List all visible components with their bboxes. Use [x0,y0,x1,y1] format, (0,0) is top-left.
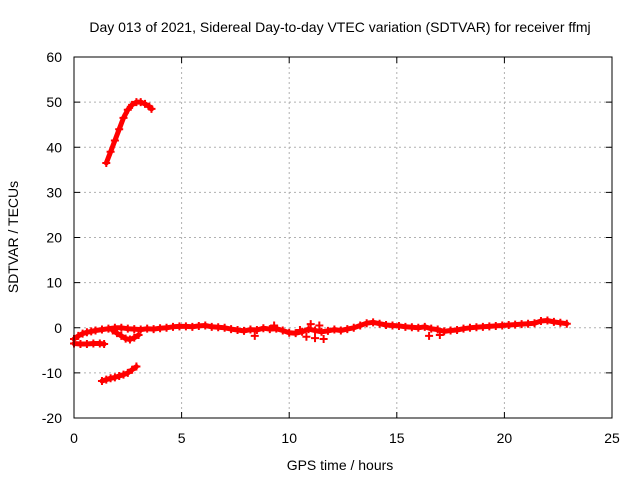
data-point [110,136,119,145]
data-point [74,331,83,340]
x-tick-label: 25 [604,430,620,446]
data-point [106,147,115,156]
x-tick-label: 15 [389,430,405,446]
chart-title: Day 013 of 2021, Sidereal Day-to-day VTE… [89,19,590,35]
data-point [240,326,249,335]
data-point [123,105,132,114]
y-tick-label: 10 [46,275,62,291]
x-axis-label: GPS time / hours [287,457,394,473]
data-point [100,339,109,348]
y-tick-label: -20 [42,410,62,426]
axis-ticks [73,56,613,419]
y-tick-label: 20 [46,230,62,246]
data-point [113,329,122,338]
data-point [250,331,259,340]
y-tick-label: -10 [42,365,62,381]
data-marks [70,98,571,385]
x-tick-label: 0 [70,430,78,446]
data-point [115,125,124,134]
series-5 [250,320,444,344]
data-point [291,329,300,338]
data-point [375,319,384,328]
data-point [306,320,315,329]
data-point [136,98,145,107]
data-point [252,326,261,335]
data-point [319,335,328,344]
y-tick-label: 0 [54,320,62,336]
data-point [102,159,111,168]
data-point [356,321,365,330]
data-point [97,376,106,385]
data-point [435,330,444,339]
y-tick-label: 30 [46,184,62,200]
data-point [420,322,429,331]
data-point [147,104,156,113]
x-tick-label: 20 [497,430,513,446]
x-tick-label: 10 [281,430,297,446]
data-point [311,326,320,335]
data-point [349,323,358,332]
data-point [295,326,304,335]
data-point [115,372,124,381]
data-point [323,326,332,335]
data-point [425,331,434,340]
data-point [119,370,128,379]
data-point [128,365,137,374]
y-tick-label: 50 [46,94,62,110]
data-point [270,321,279,330]
y-tick-labels: -20 -10 0 10 20 30 40 50 60 [42,49,62,426]
series-1 [97,362,141,385]
data-point [530,319,539,328]
data-point [110,373,119,382]
x-tick-labels: 0 5 10 15 20 25 [70,430,620,446]
data-point [304,325,313,334]
data-point [278,326,287,335]
data-point [102,375,111,384]
data-point [315,321,324,330]
data-point [108,326,117,335]
data-point [543,316,552,325]
data-point [369,318,378,327]
y-axis-label: SDTVAR / TECUs [5,181,21,293]
data-point [132,362,141,371]
data-point [336,326,345,335]
data-point [119,113,128,122]
data-point [343,325,352,334]
data-point [141,99,150,108]
data-point [123,368,132,377]
data-point [562,319,571,328]
series-4 [108,326,143,344]
data-point [125,335,134,344]
data-point [134,330,143,339]
y-tick-label: 40 [46,139,62,155]
grid-lines [74,57,612,418]
series-trace [103,99,154,166]
data-point [117,331,126,340]
series-3 [70,316,571,344]
data-point [311,334,320,343]
data-point [78,329,87,338]
data-point [433,325,442,334]
data-point [220,323,229,332]
data-point [201,321,210,330]
y-tick-label: 60 [46,49,62,65]
data-point [130,333,139,342]
data-point [453,326,462,335]
data-point [302,332,311,341]
x-tick-label: 5 [178,430,186,446]
data-point [128,100,137,109]
series-0 [102,98,156,168]
